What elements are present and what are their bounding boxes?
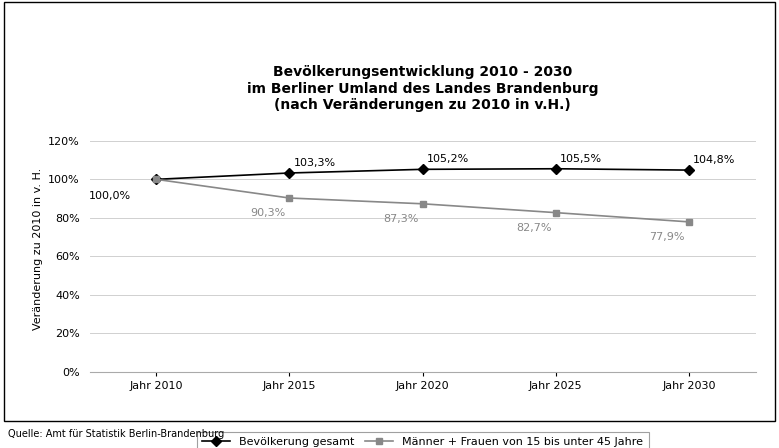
Text: 100,0%: 100,0% xyxy=(89,191,131,201)
Bevölkerung gesamt xyxy=(684,168,693,173)
Text: 77,9%: 77,9% xyxy=(650,232,685,242)
Line: Männer + Frauen von 15 bis unter 45 Jahre: Männer + Frauen von 15 bis unter 45 Jahr… xyxy=(153,176,693,225)
Männer + Frauen von 15 bis unter 45 Jahre xyxy=(418,201,427,207)
Männer + Frauen von 15 bis unter 45 Jahre xyxy=(552,210,561,215)
Text: 105,2%: 105,2% xyxy=(427,155,469,164)
Line: Bevölkerung gesamt: Bevölkerung gesamt xyxy=(153,165,693,183)
Männer + Frauen von 15 bis unter 45 Jahre xyxy=(285,195,294,201)
Text: Quelle: Amt für Statistik Berlin-Brandenburg: Quelle: Amt für Statistik Berlin-Branden… xyxy=(8,429,224,439)
Männer + Frauen von 15 bis unter 45 Jahre xyxy=(151,177,161,182)
Legend: Bevölkerung gesamt, Männer + Frauen von 15 bis unter 45 Jahre: Bevölkerung gesamt, Männer + Frauen von … xyxy=(196,431,649,448)
Bevölkerung gesamt xyxy=(418,167,427,172)
Title: Bevölkerungsentwicklung 2010 - 2030
im Berliner Umland des Landes Brandenburg
(n: Bevölkerungsentwicklung 2010 - 2030 im B… xyxy=(247,65,598,112)
Bevölkerung gesamt xyxy=(285,170,294,176)
Text: 87,3%: 87,3% xyxy=(383,214,418,224)
Bevölkerung gesamt xyxy=(151,177,161,182)
Männer + Frauen von 15 bis unter 45 Jahre xyxy=(684,219,693,224)
Bevölkerung gesamt xyxy=(552,166,561,172)
Text: 82,7%: 82,7% xyxy=(516,223,552,233)
Text: 103,3%: 103,3% xyxy=(294,158,336,168)
Text: 90,3%: 90,3% xyxy=(250,208,285,218)
Y-axis label: Veränderung zu 2010 in v. H.: Veränderung zu 2010 in v. H. xyxy=(33,168,43,330)
Text: 104,8%: 104,8% xyxy=(693,155,735,165)
Text: 105,5%: 105,5% xyxy=(560,154,602,164)
